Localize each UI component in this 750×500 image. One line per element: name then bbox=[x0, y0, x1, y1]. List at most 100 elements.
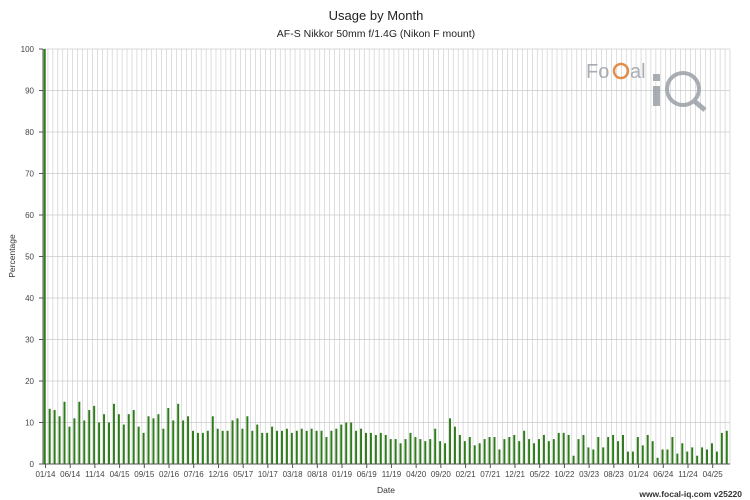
y-tick-label: 70 bbox=[25, 170, 34, 179]
bar-09/18 bbox=[320, 430, 323, 464]
bar-03/21 bbox=[468, 437, 471, 464]
x-tick-label: 12/16 bbox=[208, 470, 229, 479]
bar-09/24 bbox=[676, 453, 679, 464]
bar-07/16 bbox=[192, 430, 194, 464]
x-tick-label: 11/14 bbox=[85, 470, 105, 479]
bar-02/25 bbox=[701, 447, 704, 464]
y-tick-label: 30 bbox=[25, 336, 34, 345]
bar-05/18 bbox=[300, 428, 303, 464]
bar-11/23 bbox=[626, 451, 629, 464]
bar-03/24 bbox=[646, 434, 649, 464]
bar-01/20 bbox=[399, 443, 402, 464]
bar-10/15 bbox=[147, 416, 150, 464]
bar-08/15 bbox=[137, 426, 140, 464]
bar-05/17 bbox=[241, 428, 244, 464]
footer-watermark: www.focal-iq.com v25220 bbox=[638, 489, 742, 499]
bar-12/23 bbox=[631, 451, 634, 464]
bar-04/20 bbox=[414, 437, 417, 464]
logo-i-stem bbox=[653, 86, 660, 106]
bar-07/19 bbox=[369, 432, 372, 464]
bar-11/24 bbox=[686, 451, 689, 464]
x-tick-label: 11/24 bbox=[678, 470, 698, 479]
bar-06/14 bbox=[68, 426, 71, 464]
bar-08/16 bbox=[196, 432, 199, 464]
y-tick-label: 80 bbox=[25, 128, 34, 137]
x-tick-label: 04/15 bbox=[110, 470, 131, 479]
bar-03/25 bbox=[706, 449, 709, 464]
bar-11/21 bbox=[508, 437, 511, 464]
bar-01/18 bbox=[280, 430, 283, 464]
x-tick-label: 04/25 bbox=[703, 470, 724, 479]
bar-08/23 bbox=[612, 434, 615, 464]
y-axis-ticks: 0 10 20 30 40 50 60 70 80 90 100 bbox=[21, 45, 43, 469]
bar-09/15 bbox=[142, 432, 145, 464]
x-tick-label: 01/14 bbox=[35, 470, 56, 479]
y-axis-label: Percentage bbox=[7, 234, 17, 278]
bar-09/16 bbox=[201, 432, 204, 464]
bar-12/16 bbox=[216, 428, 219, 464]
bar-06/21 bbox=[483, 439, 486, 464]
bar-06/25 bbox=[720, 432, 723, 464]
bar-02/19 bbox=[345, 422, 348, 464]
bar-03/16 bbox=[172, 420, 175, 464]
bar-05/21 bbox=[478, 443, 481, 464]
bar-11/16 bbox=[211, 416, 214, 464]
bar-11/15 bbox=[152, 418, 155, 464]
bar-07/25 bbox=[725, 430, 728, 464]
logo-i-dot bbox=[653, 74, 660, 81]
bar-07/14 bbox=[73, 418, 76, 464]
y-tick-label: 100 bbox=[21, 45, 35, 54]
bar-10/20 bbox=[444, 443, 447, 464]
bar-03/17 bbox=[231, 420, 234, 464]
bar-01/19 bbox=[340, 424, 343, 464]
bar-11/20 bbox=[449, 418, 451, 464]
y-tick-label: 40 bbox=[25, 294, 34, 303]
bar-08/21 bbox=[493, 437, 496, 464]
bar-07/17 bbox=[251, 430, 254, 464]
bar-01/23 bbox=[577, 439, 580, 464]
bars bbox=[43, 49, 728, 464]
bar-02/24 bbox=[641, 445, 644, 464]
x-axis-ticks: 01/14 06/14 11/14 04/15 09/15 02/16 07/16 12/16… bbox=[35, 464, 723, 479]
bar-10/17 bbox=[266, 432, 269, 464]
bar-10/23 bbox=[622, 434, 624, 464]
bar-05/24 bbox=[656, 457, 659, 464]
x-tick-label: 03/18 bbox=[283, 470, 304, 479]
bar-04/14 bbox=[58, 416, 61, 464]
bar-07/23 bbox=[607, 437, 610, 464]
bar-03/22 bbox=[528, 439, 531, 464]
x-tick-label: 08/18 bbox=[307, 470, 328, 479]
bar-01/21 bbox=[458, 434, 461, 464]
bar-03/14 bbox=[53, 410, 56, 464]
bar-03/20 bbox=[409, 432, 412, 464]
bar-09/22 bbox=[557, 432, 560, 464]
x-tick-label: 08/23 bbox=[604, 470, 625, 479]
bar-05/16 bbox=[182, 420, 185, 464]
bar-10/24 bbox=[681, 443, 684, 464]
bar-05/22 bbox=[537, 439, 540, 464]
bar-01/16 bbox=[162, 428, 165, 464]
x-tick-label: 06/14 bbox=[60, 470, 81, 479]
bar-08/22 bbox=[552, 439, 555, 464]
bar-06/20 bbox=[424, 441, 427, 464]
bar-04/21 bbox=[473, 445, 476, 464]
x-tick-label: 04/20 bbox=[406, 470, 427, 479]
bar-04/22 bbox=[533, 443, 536, 464]
bar-05/23 bbox=[597, 437, 600, 464]
bar-01/25 bbox=[696, 455, 699, 464]
bar-05/19 bbox=[360, 428, 363, 464]
bar-09/21 bbox=[498, 449, 501, 464]
bar-09/17 bbox=[261, 432, 264, 464]
bar-02/18 bbox=[285, 428, 288, 464]
bar-06/19 bbox=[365, 432, 367, 464]
bar-04/18 bbox=[295, 430, 298, 464]
bar-04/24 bbox=[651, 441, 654, 464]
x-tick-label: 06/24 bbox=[653, 470, 674, 479]
bar-04/23 bbox=[592, 449, 595, 464]
bar-09/23 bbox=[617, 441, 620, 464]
chart-title: Usage by Month bbox=[329, 8, 424, 23]
x-tick-label: 07/16 bbox=[184, 470, 205, 479]
bar-06/18 bbox=[305, 430, 308, 464]
x-axis-label: Date bbox=[377, 485, 395, 495]
